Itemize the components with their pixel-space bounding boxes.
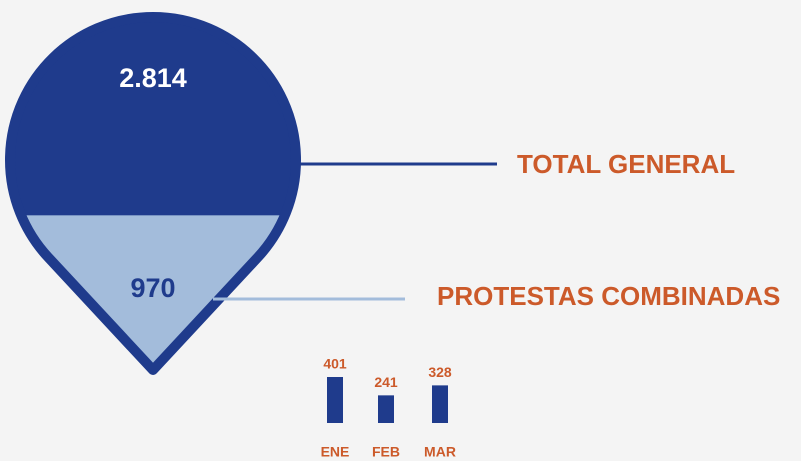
bar (378, 395, 394, 423)
pin-outline (5, 12, 301, 375)
bar-value-label: 401 (323, 356, 347, 372)
bar (327, 377, 343, 423)
combined-value: 970 (130, 273, 175, 303)
combined-caption: PROTESTAS COMBINADAS (437, 281, 780, 311)
bar-value-label: 241 (374, 374, 398, 390)
x-tick-label: FEB (372, 444, 400, 460)
total-caption: TOTAL GENERAL (517, 149, 735, 179)
total-value: 2.814 (119, 63, 187, 93)
bar (432, 385, 448, 423)
x-tick-label: ENE (321, 444, 350, 460)
x-tick-label: MAR (424, 444, 456, 460)
bar-value-label: 328 (428, 364, 452, 380)
